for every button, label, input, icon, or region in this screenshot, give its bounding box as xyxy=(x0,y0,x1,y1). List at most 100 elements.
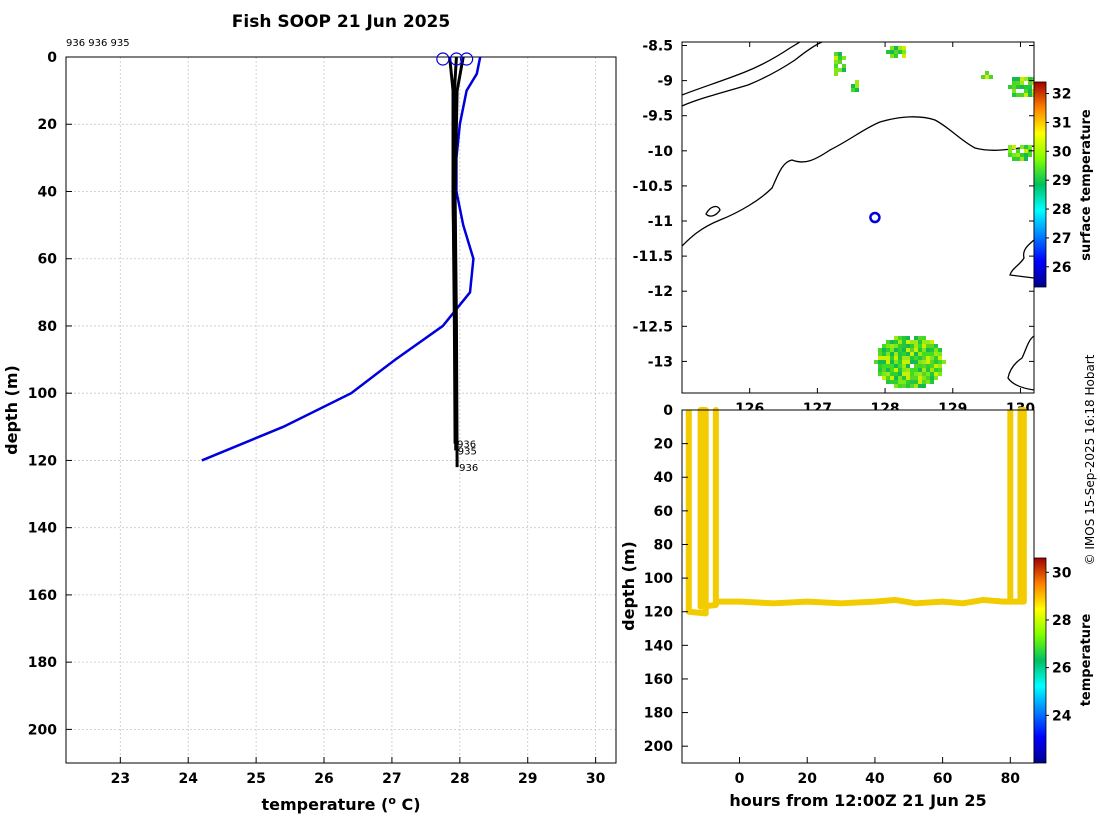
sst-cell xyxy=(1024,153,1028,157)
sst-cell xyxy=(918,372,922,376)
profile-plot: Fish SOOP 21 Jun 2025 936 936 935 23 24 25… xyxy=(2,12,617,814)
sst-cell xyxy=(934,352,938,356)
sst-cell xyxy=(1016,85,1020,89)
sst-cell xyxy=(898,356,902,360)
sst-cell xyxy=(834,52,838,56)
sst-cell xyxy=(906,376,910,380)
sst-cell xyxy=(926,372,930,376)
colorbar-tick-label: 27 xyxy=(1052,231,1071,247)
sst-cell xyxy=(918,376,922,380)
sst-cell xyxy=(918,384,922,388)
sst-cell xyxy=(934,364,938,368)
sst-cell xyxy=(934,344,938,348)
sst-cell xyxy=(1028,93,1032,97)
sst-cell xyxy=(902,384,906,388)
sst-cell xyxy=(985,75,989,79)
sst-cell xyxy=(922,360,926,364)
colorbar-tick-label: 30 xyxy=(1052,565,1072,581)
sst-cell xyxy=(886,368,890,372)
sst-cell xyxy=(922,364,926,368)
sst-cell xyxy=(1016,77,1020,81)
sst-cell xyxy=(926,376,930,380)
sst-cell xyxy=(890,356,894,360)
time-depth-plot: 0 20 40 60 80 0 20 40 60 80 100 120 140 160 180 200 ho… xyxy=(619,403,1094,810)
y-tick-label: 100 xyxy=(28,386,57,402)
sst-cell xyxy=(926,380,930,384)
sst-cell xyxy=(855,88,859,92)
time-depth-x-label: hours from 12:00Z 21 Jun 25 xyxy=(729,791,986,810)
sst-cell xyxy=(898,360,902,364)
sst-cell xyxy=(906,340,910,344)
time-y-tick-label: 20 xyxy=(654,437,674,453)
sst-cell xyxy=(894,54,898,58)
map-colorbar-ticks: 26 27 28 29 30 31 32 xyxy=(1046,87,1072,276)
sst-cell xyxy=(894,376,898,380)
sst-cell xyxy=(1024,89,1028,93)
sst-cell xyxy=(1012,81,1016,85)
x-tick-label: 24 xyxy=(178,771,198,787)
colorbar-tick-label: 28 xyxy=(1052,202,1071,218)
sst-cell xyxy=(898,364,902,368)
sst-cell xyxy=(910,372,914,376)
sst-cell xyxy=(1020,145,1024,149)
sst-cell xyxy=(1020,77,1024,81)
y-tick-label: 0 xyxy=(47,50,57,66)
profile-end-label: 936 xyxy=(459,463,478,474)
sst-cell xyxy=(890,376,894,380)
sst-cell xyxy=(1008,85,1012,89)
sst-cell xyxy=(914,364,918,368)
sst-cell xyxy=(938,364,942,368)
temperature-track xyxy=(685,407,1027,617)
map-colorbar-label: surface temperature xyxy=(1079,109,1094,261)
map-y-tick-label: -11.5 xyxy=(633,249,673,265)
sst-cell xyxy=(1012,89,1016,93)
sst-cell xyxy=(1016,81,1020,85)
sst-cell xyxy=(878,352,882,356)
sst-cell xyxy=(894,364,898,368)
sst-cell xyxy=(910,360,914,364)
sst-cell xyxy=(914,380,918,384)
sst-cell xyxy=(834,72,838,76)
sst-cell xyxy=(882,360,886,364)
sst-cell xyxy=(1024,145,1028,149)
time-y-tick-label: 140 xyxy=(644,638,673,654)
x-tick-label: 25 xyxy=(246,771,265,787)
sst-cell xyxy=(898,368,902,372)
sst-cell xyxy=(878,360,882,364)
sst-cell xyxy=(1012,153,1016,157)
sst-cell xyxy=(938,352,942,356)
sst-cell xyxy=(910,348,914,352)
sst-cell xyxy=(914,384,918,388)
instrument-profile-line xyxy=(453,56,465,468)
chart-title: Fish SOOP 21 Jun 2025 xyxy=(232,12,450,32)
sst-cell xyxy=(1012,77,1016,81)
sst-cell xyxy=(834,68,838,72)
sst-cell xyxy=(882,352,886,356)
sst-cell xyxy=(1024,149,1028,153)
sst-cell xyxy=(886,50,890,54)
profile-x-ticks: 23 24 25 26 27 28 29 30 xyxy=(111,757,606,787)
sst-cell xyxy=(910,344,914,348)
x-tick-label: 23 xyxy=(111,771,130,787)
sst-cell xyxy=(906,348,910,352)
xlabel-main: temperature ( xyxy=(261,795,388,814)
map-axes-box xyxy=(681,41,1035,394)
sst-cell xyxy=(902,368,906,372)
sst-cell xyxy=(898,352,902,356)
sst-cell xyxy=(922,348,926,352)
sst-cell xyxy=(918,340,922,344)
map-y-tick-label: -9 xyxy=(657,74,673,90)
sst-cell xyxy=(938,356,942,360)
sst-cell xyxy=(842,56,846,60)
sst-cell xyxy=(926,356,930,360)
sst-cell xyxy=(1008,145,1012,149)
sst-cell xyxy=(918,348,922,352)
sst-cell xyxy=(842,68,846,72)
sst-cell xyxy=(930,352,934,356)
sst-cell xyxy=(902,344,906,348)
sst-cell xyxy=(926,352,930,356)
sst-cell xyxy=(1032,93,1034,97)
sst-cell xyxy=(902,372,906,376)
time-y-tick-label: 120 xyxy=(644,605,673,621)
map-y-tick-label: -12 xyxy=(648,284,673,300)
